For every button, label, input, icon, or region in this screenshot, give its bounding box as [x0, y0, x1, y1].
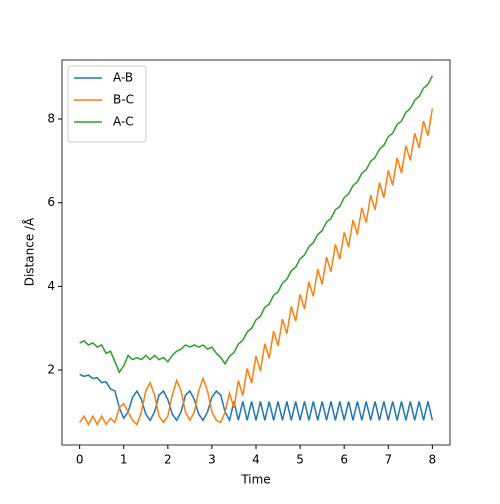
legend-label: A-C	[113, 115, 134, 129]
x-tick-label: 5	[296, 453, 304, 467]
x-axis-label: Time	[240, 473, 270, 487]
x-tick-label: 8	[429, 453, 437, 467]
y-tick-label: 2	[47, 363, 55, 377]
series-line	[79, 108, 434, 427]
x-tick-label: 0	[76, 453, 84, 467]
y-tick-label: 8	[47, 112, 55, 126]
x-tick-label: 6	[340, 453, 348, 467]
x-tick-label: 3	[208, 453, 216, 467]
y-axis-label: Distance /Å	[22, 217, 37, 286]
x-tick-label: 2	[164, 453, 172, 467]
series-line	[79, 75, 434, 374]
legend-box	[67, 65, 147, 143]
x-tick-label: 7	[384, 453, 392, 467]
series-line	[79, 373, 434, 423]
y-tick-label: 4	[47, 279, 55, 293]
axes-frame	[61, 59, 451, 446]
x-tick-label: 4	[252, 453, 260, 467]
x-tick-label: 1	[120, 453, 128, 467]
legend-label: A-B	[113, 71, 133, 85]
y-tick-label: 6	[47, 195, 55, 209]
legend-label: B-C	[113, 93, 134, 107]
